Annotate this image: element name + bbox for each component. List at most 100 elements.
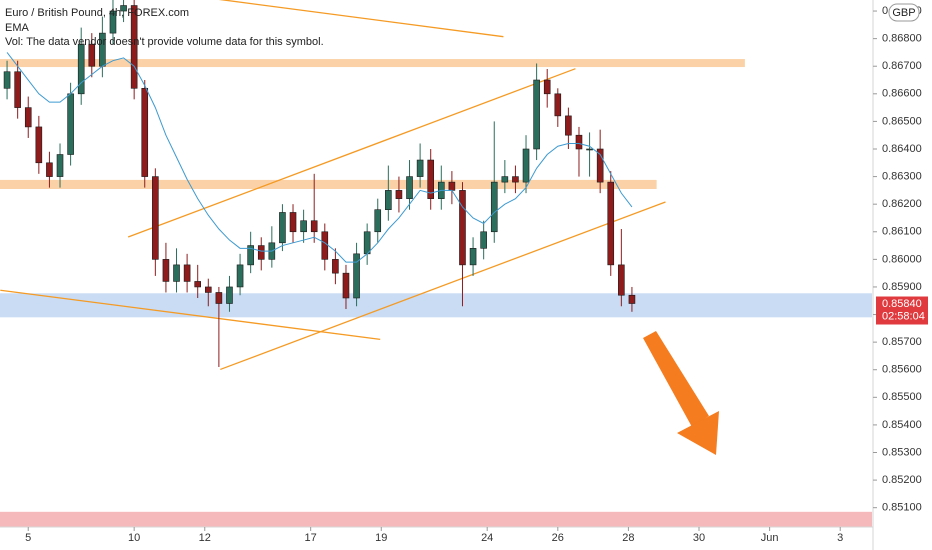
- y-tick-label: 0.86800: [882, 33, 922, 45]
- candle-body: [406, 176, 413, 199]
- candle-body: [109, 10, 117, 34]
- candle-body: [596, 148, 604, 183]
- ema-line: [6, 52, 633, 263]
- y-tick-label: 0.85400: [882, 419, 922, 431]
- candle-body: [204, 286, 212, 293]
- candle-body: [14, 71, 21, 108]
- x-tick-label: 10: [128, 532, 140, 544]
- candle-body: [448, 181, 456, 191]
- x-tick-label: 28: [622, 532, 634, 544]
- y-tick-label: 0.86100: [882, 226, 922, 238]
- zone: [0, 179, 657, 190]
- candle-body: [512, 176, 519, 183]
- candle-body: [395, 190, 403, 199]
- arrow-head: [677, 411, 719, 455]
- currency-label: GBP: [892, 7, 915, 19]
- trend-line: [0, 289, 381, 341]
- candle-body: [321, 231, 329, 260]
- candle-body: [374, 209, 382, 233]
- zone: [0, 59, 745, 68]
- candle-body: [501, 176, 509, 183]
- candle-body: [628, 294, 636, 304]
- candle-body: [247, 245, 254, 266]
- arrow-shaft: [643, 331, 709, 427]
- y-tick-label: 0.85600: [882, 364, 922, 376]
- y-tick-label: 0.86300: [882, 170, 922, 182]
- y-tick-label: 0.85200: [882, 474, 922, 486]
- candle-body: [575, 134, 583, 150]
- y-tick-label: 0.85100: [882, 502, 922, 514]
- candle-body: [152, 176, 159, 260]
- candle-body: [24, 107, 32, 128]
- y-tick-label: 0.86700: [882, 60, 922, 72]
- y-tick-label: 0.86200: [882, 198, 922, 210]
- candle-body: [236, 264, 244, 288]
- zone: [0, 293, 872, 318]
- candle-body: [279, 212, 286, 244]
- candle-body: [215, 292, 223, 304]
- candle-body: [459, 190, 466, 266]
- zone: [0, 511, 872, 527]
- x-tick-label: 17: [305, 532, 317, 544]
- y-tick-label: 0.86000: [882, 253, 922, 265]
- currency-badge[interactable]: [888, 3, 920, 22]
- candle-body: [533, 79, 540, 150]
- volume-note: Vol: The data vendor doesn't provide vol…: [5, 36, 324, 48]
- candle-body: [427, 159, 435, 199]
- candle-body: [490, 181, 498, 233]
- candle-body: [194, 281, 202, 288]
- x-tick-label: 5: [25, 532, 31, 544]
- trend-line: [218, 0, 504, 38]
- candle-body: [46, 162, 53, 177]
- candle-body: [310, 220, 318, 233]
- candle-body: [130, 5, 138, 89]
- y-tick-label: 0.86600: [882, 88, 922, 100]
- y-tick-label: 0.85900: [882, 281, 922, 293]
- trend-line: [127, 68, 576, 238]
- candle-body: [56, 154, 64, 177]
- x-tick-label: 26: [552, 532, 564, 544]
- indicator-label: EMA: [5, 22, 30, 34]
- candle-body: [469, 248, 477, 266]
- candle-body: [565, 115, 572, 136]
- candle-body: [554, 93, 562, 117]
- y-tick-label: 0.86500: [882, 115, 922, 127]
- candle-body: [88, 43, 96, 67]
- candle-body: [385, 190, 392, 210]
- x-tick-label: 19: [375, 532, 387, 544]
- candle-body: [162, 259, 170, 282]
- candle-body: [3, 71, 11, 89]
- candle-body: [522, 148, 530, 183]
- y-tick-label: 0.85300: [882, 446, 922, 458]
- x-tick-label: 3: [837, 532, 843, 544]
- candle-body: [173, 264, 180, 282]
- candle-body: [342, 272, 350, 299]
- y-tick-label: 0.86400: [882, 143, 922, 155]
- y-tick-label: 0.85500: [882, 391, 922, 403]
- x-tick-label: 12: [199, 532, 211, 544]
- candle-body: [363, 231, 371, 255]
- candle-body: [353, 253, 360, 299]
- candle-body: [289, 212, 297, 233]
- candles: [3, 0, 636, 367]
- candle-body: [257, 245, 265, 260]
- trend-lines: [0, 0, 666, 371]
- x-tick-label: Jun: [761, 532, 779, 544]
- trend-line: [220, 201, 666, 371]
- candle-body: [67, 93, 74, 155]
- candle-body: [543, 79, 551, 95]
- y-tick-label: 0.85700: [882, 336, 922, 348]
- candle-body: [300, 220, 307, 233]
- zones: [0, 59, 872, 527]
- last-price-box: [876, 296, 928, 325]
- candle-body: [607, 181, 615, 266]
- candle-body: [120, 5, 127, 12]
- candle-body: [183, 264, 191, 282]
- countdown-label: 02:58:04: [882, 310, 925, 322]
- candle-body: [141, 87, 149, 177]
- last-price-label: 0.85840: [882, 298, 922, 310]
- candle-body: [77, 43, 85, 95]
- candle-body: [618, 264, 625, 296]
